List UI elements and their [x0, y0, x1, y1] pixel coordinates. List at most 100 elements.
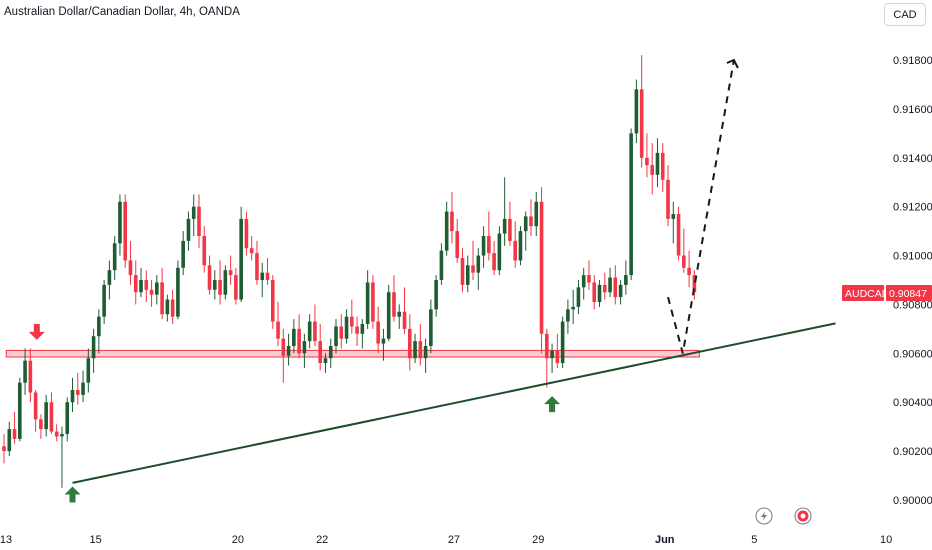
candle-body — [244, 218, 249, 249]
candle-body — [560, 321, 565, 364]
candle — [260, 262, 265, 298]
candle-body — [608, 277, 612, 293]
candle-body — [307, 321, 312, 342]
candle — [81, 370, 85, 403]
candle — [624, 260, 628, 295]
candle-body — [592, 282, 597, 302]
candle-body — [397, 311, 402, 317]
flag-icon[interactable] — [794, 507, 812, 525]
candle — [49, 392, 54, 434]
candle — [682, 228, 686, 273]
candle-body — [613, 277, 618, 298]
candle — [418, 324, 423, 366]
candle — [218, 260, 222, 305]
x-tick-label: 29 — [532, 534, 544, 546]
candle — [207, 255, 212, 295]
candle-body — [476, 255, 481, 273]
candle — [202, 226, 207, 273]
candle — [576, 280, 581, 315]
candle — [444, 201, 449, 256]
candle-body — [360, 324, 365, 334]
candle-body — [423, 346, 428, 359]
lightning-icon[interactable] — [755, 507, 773, 525]
candle-body — [213, 280, 217, 290]
candle — [660, 143, 665, 192]
candle — [655, 138, 660, 188]
candle-body — [49, 402, 54, 432]
candle — [286, 333, 291, 366]
candle — [355, 316, 359, 346]
y-tick-label: 0.90400 — [893, 397, 932, 409]
candle — [376, 306, 380, 354]
candle — [265, 258, 270, 285]
candle — [149, 280, 154, 307]
candle — [487, 211, 491, 261]
candle — [645, 133, 649, 178]
candle — [539, 187, 544, 354]
candle-body — [286, 346, 291, 356]
candle-body — [255, 253, 259, 280]
candle — [581, 267, 586, 300]
y-tick-label: 0.91000 — [893, 251, 932, 263]
price-badge: AUDCAD 0.90847 — [842, 284, 932, 301]
candle-body — [202, 236, 207, 266]
candle — [18, 377, 22, 442]
symbol-label-bg — [842, 284, 884, 301]
x-tick-label: 27 — [448, 534, 460, 546]
candle-body — [144, 280, 149, 290]
candle-body — [170, 299, 175, 317]
candle — [597, 280, 602, 307]
projection-path — [667, 59, 735, 354]
candle-body — [386, 292, 391, 339]
candle-body — [12, 429, 17, 439]
candle — [223, 265, 228, 300]
candle-body — [497, 233, 502, 271]
candle — [323, 353, 328, 373]
currency-selector[interactable]: CAD — [884, 3, 926, 26]
candle — [307, 314, 312, 349]
candle — [560, 316, 565, 368]
candle-body — [566, 309, 570, 322]
candle — [481, 226, 486, 268]
y-tick-label: 0.91800 — [893, 55, 932, 67]
candle-body — [645, 157, 649, 166]
candle-body — [429, 309, 433, 346]
candle — [239, 206, 243, 302]
candle-body — [534, 201, 539, 227]
candle-body — [655, 152, 660, 175]
candle — [334, 319, 338, 354]
candle — [107, 260, 112, 300]
candle — [7, 421, 12, 456]
candle — [176, 260, 180, 320]
candle-body — [197, 206, 201, 236]
last-price-bg — [886, 284, 932, 301]
candle — [460, 248, 465, 293]
candle-body — [365, 282, 370, 324]
candle-body — [181, 240, 185, 268]
candle — [518, 226, 523, 266]
candle — [692, 270, 697, 300]
candle-body — [97, 316, 101, 337]
candle-body — [529, 216, 533, 227]
candle — [365, 270, 370, 329]
candle — [292, 319, 296, 354]
candle-body — [265, 272, 270, 280]
candle — [123, 194, 128, 268]
candle-body — [487, 236, 491, 254]
candle-body — [102, 284, 106, 317]
candle-body — [450, 211, 454, 232]
candle — [592, 275, 597, 310]
candle-body — [671, 214, 676, 219]
candle — [423, 338, 428, 373]
candle-body — [318, 341, 322, 364]
up-arrow-icon — [64, 486, 81, 503]
candle-body — [249, 248, 254, 254]
candle-body — [576, 287, 581, 307]
candle — [2, 434, 6, 464]
candle — [666, 165, 670, 227]
candle — [197, 194, 201, 249]
x-tick-label: 5 — [751, 534, 757, 546]
projection-arrowhead — [726, 58, 739, 69]
candle — [566, 299, 570, 334]
